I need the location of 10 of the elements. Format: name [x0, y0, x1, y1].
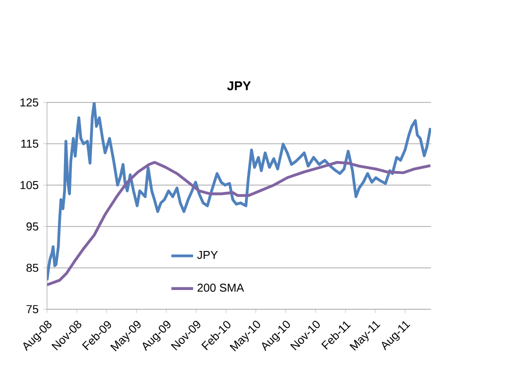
- y-tick-label: 115: [21, 140, 38, 148]
- chart-title: JPY: [227, 81, 251, 90]
- legend-label: 200 SMA: [198, 283, 244, 292]
- y-tick-label: 105: [20, 180, 38, 189]
- y-tick-label: 125: [20, 98, 38, 106]
- line-series: [47, 102, 432, 282]
- y-tick-label: 95: [26, 222, 38, 230]
- legend-label: JPY: [197, 250, 218, 259]
- y-tick-label: 85: [26, 264, 38, 272]
- y-tick-label: 75: [26, 304, 38, 313]
